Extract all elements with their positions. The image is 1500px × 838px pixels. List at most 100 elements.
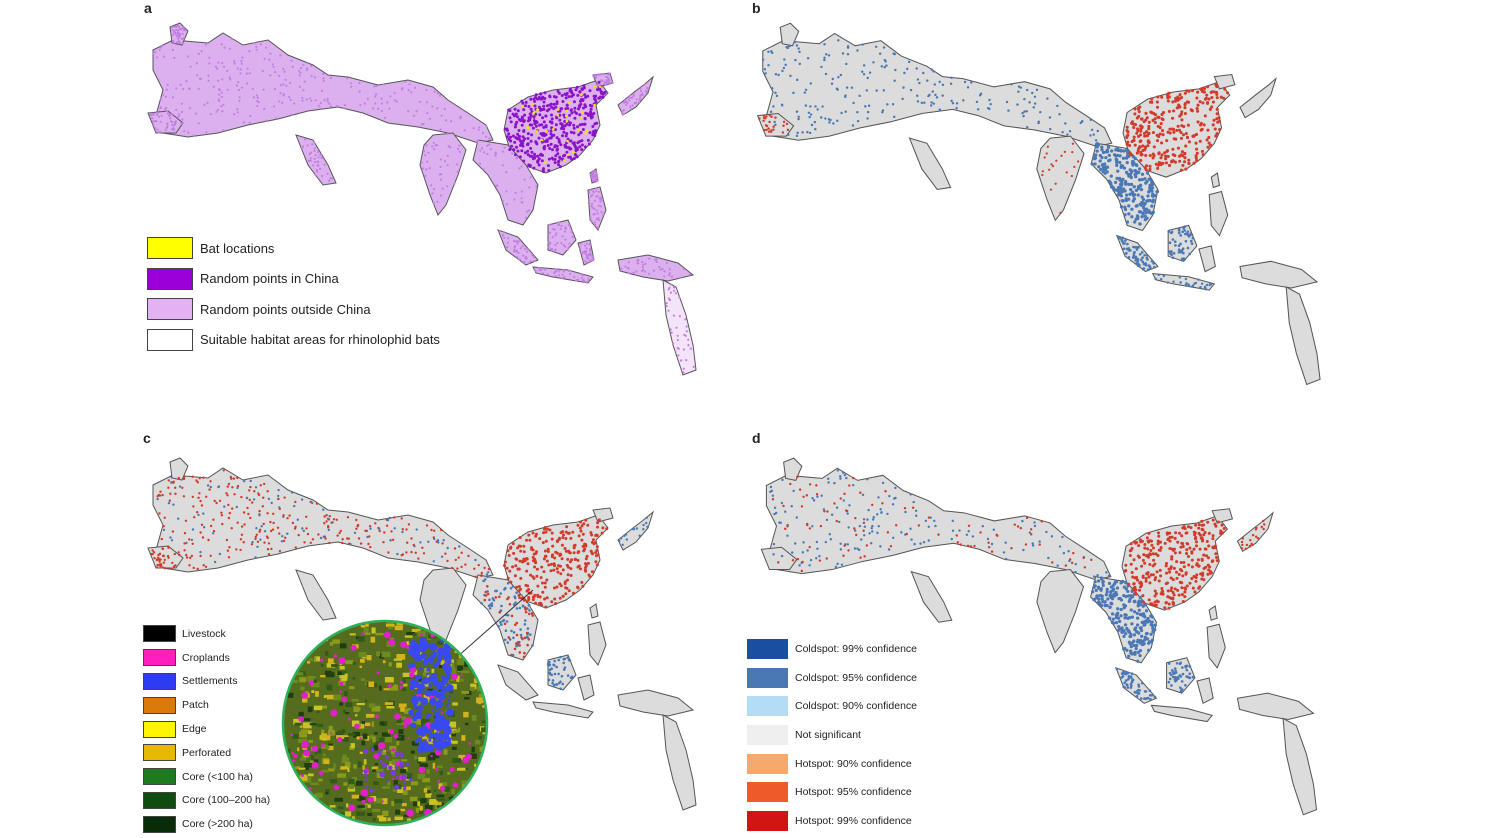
legend-item-croplands: Croplands [143,646,270,670]
habitat-region-taiwan [589,603,599,619]
points-iberia [150,546,177,569]
points-sumatra [1117,235,1156,272]
points-borneo [1167,225,1195,262]
legend-swatch [747,667,788,688]
legend-swatch [747,753,788,774]
points-india [1041,142,1080,215]
points-china [521,85,602,164]
legend-label: Coldspot: 95% confidence [795,671,917,684]
points-seasia [478,143,538,219]
legend-item-settlements: Settlements [143,670,270,694]
legend-swatch [143,625,176,643]
habitat-region-india [419,132,467,216]
points-taiwan [590,170,599,183]
points-seasia [480,575,534,657]
legend-label: Livestock [182,627,226,640]
legend-swatch [143,815,176,833]
habitat-region-phil [1206,623,1226,669]
habitat-region-korea [1211,508,1234,524]
points-phil [588,187,605,230]
habitat-region-sulaw [1198,245,1216,273]
points-seasia [480,574,534,659]
habitat-region-japan [1236,511,1274,553]
habitat-region-java [532,701,594,719]
legend-swatch [147,298,193,321]
habitat-region-europe [152,32,494,144]
habitat-region-arabia [295,569,337,621]
points-japan [618,516,649,546]
legend-item-hotspot-99: Hotspot: 99% confidence [747,807,917,836]
habitat-region-taiwan [1208,605,1218,621]
legend-label: Core (>200 ha) [182,818,253,831]
legend-label: Core (100–200 ha) [182,794,271,807]
panel-d-letter: d [752,430,761,446]
points-seasia [1090,576,1157,663]
map-panel-d [760,457,1318,816]
legend-swatch [143,791,176,809]
legend-swatch [143,744,176,762]
points-europe [152,38,491,143]
points-borneo [1167,661,1195,693]
points-aust [665,283,695,374]
legend-item-core-small: Core (<100 ha) [143,765,270,789]
legend-label: Hotspot: 95% confidence [795,786,912,799]
habitat-region-newg [1236,692,1315,721]
legend-item-random-points-china: Random points in China [147,264,440,295]
points-china [1125,82,1230,172]
legend-swatch [143,649,176,667]
points-korea [592,72,614,88]
habitat-region-sumatra [497,664,539,701]
legend-label: Patch [182,699,209,712]
legend-item-core-medium: Core (100–200 ha) [143,789,270,813]
points-iberia [758,114,790,134]
legend-label: Settlements [182,675,238,688]
legend-swatch [147,237,193,260]
points-java [1154,273,1213,291]
habitat-region-seasia [1090,142,1159,232]
points-newg [620,257,692,279]
habitat-region-phil [587,186,607,231]
legend-swatch [747,639,788,660]
habitat-region-phil [587,621,607,666]
points-sumatra [1115,667,1157,701]
legend-item-hotspot-90: Hotspot: 90% confidence [747,749,917,778]
habitat-region-aust [1282,717,1318,816]
legend-label: Suitable habitat areas for rhinolophid b… [200,332,440,348]
legend-label: Edge [182,723,207,736]
habitat-region-sulaw [577,674,595,701]
legend-label: Not significant [795,729,861,742]
habitat-region-arabia [295,134,337,186]
points-japan [621,83,650,116]
habitat-region-phil [1208,190,1229,237]
legend-swatch [143,768,176,786]
points-scand [170,24,187,45]
legend-swatch [747,725,788,746]
land-cover-inset [281,619,489,827]
habitat-region-arabia [910,570,953,623]
inset-border [281,619,489,827]
points-china [503,518,609,609]
habitat-region-japan [1239,77,1277,119]
points-java [533,266,590,284]
habitat-region-europe [762,32,1113,147]
points-china [504,80,607,173]
legend-item-edge: Edge [143,717,270,741]
legend-label: Coldspot: 99% confidence [795,643,917,656]
habitat-region-europe [152,467,494,579]
habitat-region-scand [779,22,800,47]
legend-swatch [747,810,788,831]
habitat-region-iberia [147,545,184,569]
points-arabia [300,138,334,182]
habitat-region-korea [592,507,614,523]
legend-panel-a: Bat locations Random points in China Ran… [147,233,440,355]
legend-label: Bat locations [200,240,275,256]
habitat-region-borneo [547,654,577,691]
points-europe [771,475,1093,573]
habitat-region-arabia [908,137,952,191]
legend-item-coldspot-90: Coldspot: 90% confidence [747,692,917,721]
legend-item-suitable-habitat: Suitable habitat areas for rhinolophid b… [147,325,440,356]
points-europe [156,476,490,577]
legend-item-bat-locations: Bat locations [147,233,440,264]
points-china [1123,518,1226,610]
points-japan [1240,519,1266,550]
